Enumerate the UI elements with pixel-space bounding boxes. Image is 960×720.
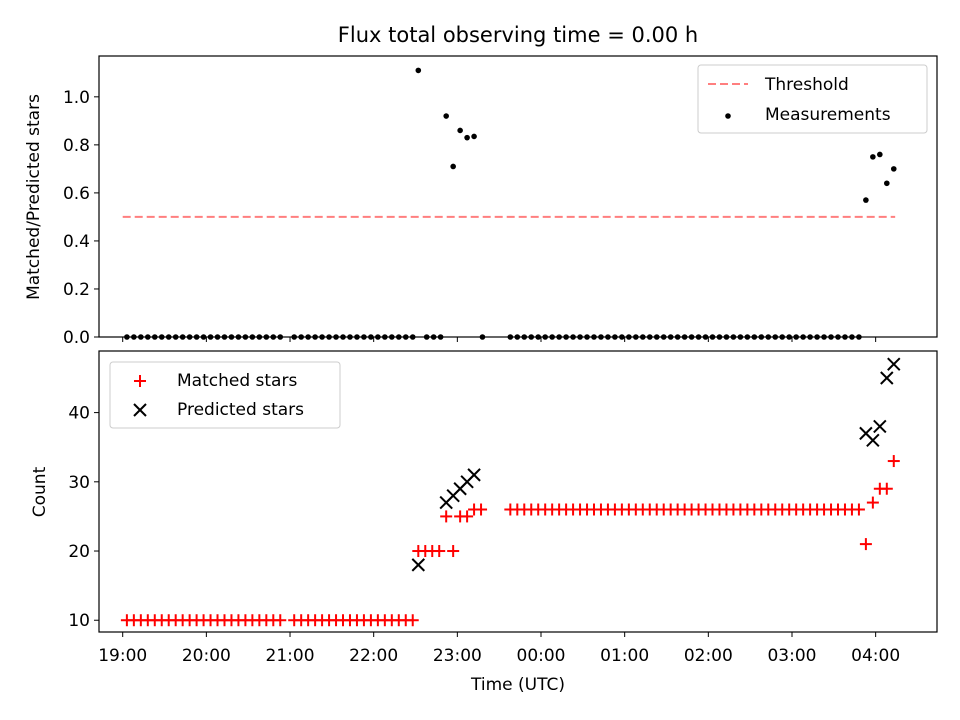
measurement-point	[464, 134, 470, 141]
y-tick-label: 1.0	[63, 88, 90, 108]
bottom-x-ticks: 19:00 20:00 21:00 22:00 23:00 00:00 01:00 02:00…	[98, 632, 900, 666]
bottom-legend: Matched stars Predicted stars	[109, 361, 341, 429]
predicted-star-marker	[887, 357, 901, 371]
x-tick-label: 21:00	[266, 646, 315, 666]
top-axes-frame	[98, 55, 938, 338]
matched-star-marker	[859, 538, 872, 551]
top-chart: Flux total observing time = 0.00 h Match…	[24, 23, 938, 348]
predicted-star-marker	[880, 371, 894, 385]
bottom-legend-box	[109, 361, 341, 429]
y-tick-label: 0.0	[63, 328, 90, 348]
top-x-ticks	[122, 337, 877, 342]
measurement-point	[863, 197, 869, 203]
top-chart-title: Flux total observing time = 0.00 h	[338, 23, 698, 47]
measurement-point	[890, 166, 897, 172]
x-tick-label: 04:00	[851, 646, 900, 666]
measurement-point	[471, 133, 477, 140]
x-tick-label: 02:00	[684, 646, 733, 666]
legend-predicted-swatch	[133, 403, 147, 417]
bottom-plot-area	[120, 357, 901, 627]
measurement-point	[877, 151, 883, 158]
matched-star-marker	[880, 482, 893, 495]
top-legend: Threshold Measurements	[697, 64, 928, 134]
measurement-point	[884, 180, 890, 187]
matched-star-marker	[852, 503, 865, 516]
matched-star-marker	[887, 455, 900, 468]
measurement-point	[457, 127, 463, 134]
matched-star-marker	[475, 503, 488, 516]
y-tick-label: 0.8	[63, 136, 90, 156]
measurement-point	[415, 67, 422, 74]
predicted-star-marker	[467, 468, 481, 482]
y-tick-label: 30	[68, 473, 90, 493]
legend-measurements-label: Measurements	[765, 105, 891, 125]
measurement-point	[870, 154, 876, 160]
matched-star-marker	[433, 545, 446, 558]
x-tick-label: 00:00	[517, 646, 566, 666]
measurement-point	[443, 113, 449, 119]
x-tick-label: 20:00	[182, 646, 231, 666]
y-tick-label: 40	[68, 404, 90, 424]
x-tick-label: 23:00	[433, 646, 482, 666]
matched-star-marker	[274, 614, 287, 627]
bottom-y-axis-label: Count	[30, 466, 50, 517]
predicted-star-marker	[411, 558, 426, 572]
bottom-y-ticks: 10 20 30 40	[68, 404, 99, 631]
x-tick-label: 03:00	[767, 646, 816, 666]
top-y-axis-label: Matched/Predicted stars	[24, 94, 44, 300]
legend-measurements-swatch	[725, 113, 731, 119]
legend-matched-label: Matched stars	[177, 371, 297, 391]
y-tick-label: 0.2	[63, 280, 90, 300]
matched-star-marker	[866, 496, 879, 509]
y-tick-label: 10	[68, 611, 90, 631]
legend-threshold-label: Threshold	[764, 75, 849, 95]
x-tick-label: 01:00	[600, 646, 649, 666]
y-tick-label: 20	[68, 542, 90, 562]
matched-star-marker	[440, 510, 453, 523]
bottom-axes-frame	[98, 350, 938, 633]
legend-predicted-label: Predicted stars	[177, 400, 304, 420]
x-tick-label: 19:00	[98, 646, 147, 666]
x-tick-label: 22:00	[349, 646, 398, 666]
bottom-x-axis-label: Time (UTC)	[470, 675, 565, 695]
predicted-star-marker	[866, 433, 880, 447]
matched-star-marker	[461, 510, 474, 523]
predicted-star-marker	[873, 419, 887, 434]
matched-star-marker	[447, 545, 460, 558]
top-legend-box	[697, 64, 928, 134]
bottom-chart: Count Time (UTC) 10 20 30 40 19:00 20:00 21:0…	[30, 350, 938, 695]
measurement-point	[450, 163, 456, 170]
matched-star-marker	[406, 614, 419, 627]
top-y-ticks: 0.0 0.2 0.4 0.6 0.8 1.0	[63, 88, 99, 348]
legend-matched-swatch	[134, 375, 146, 387]
y-tick-label: 0.6	[63, 184, 90, 204]
y-tick-label: 0.4	[63, 232, 90, 252]
